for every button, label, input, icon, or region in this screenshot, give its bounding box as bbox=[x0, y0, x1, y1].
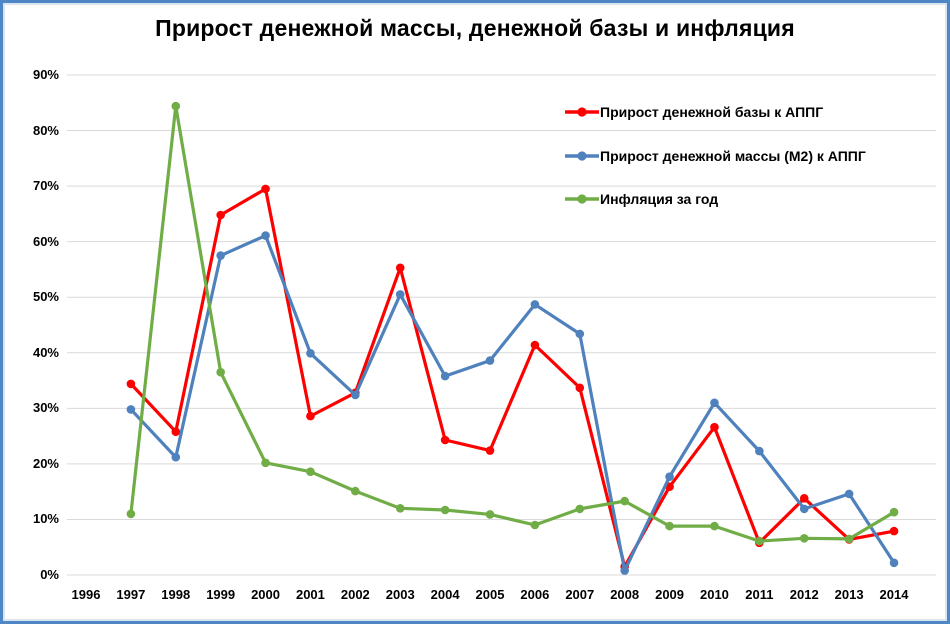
data-point-m2-growth bbox=[171, 452, 181, 462]
y-axis-tick-label: 10% bbox=[32, 511, 59, 527]
data-point-m2-growth bbox=[575, 329, 585, 339]
x-axis-tick-label: 2000 bbox=[251, 587, 280, 602]
series-line-inflation bbox=[129, 104, 895, 543]
data-point-inflation bbox=[351, 486, 360, 496]
legend-line-marker-icon bbox=[565, 194, 599, 204]
x-axis-tick-label: 2001 bbox=[295, 587, 325, 602]
x-axis-tick-label: 2003 bbox=[385, 587, 415, 602]
data-point-m2-growth bbox=[440, 371, 450, 381]
data-point-base-growth bbox=[530, 340, 540, 350]
x-axis-tick-label: 1999 bbox=[206, 587, 236, 602]
legend-line-marker-icon bbox=[565, 107, 599, 117]
x-axis-tick-label: 2014 bbox=[879, 587, 909, 602]
x-axis-tick-label: 2013 bbox=[834, 587, 864, 602]
data-point-m2-growth bbox=[620, 566, 629, 575]
data-point-base-growth bbox=[395, 263, 405, 273]
x-axis-tick-label: 2005 bbox=[475, 587, 505, 602]
data-point-inflation bbox=[755, 536, 764, 546]
x-axis-tick-label: 1998 bbox=[161, 587, 191, 602]
data-point-base-growth bbox=[306, 411, 315, 421]
y-axis-tick-label: 0% bbox=[40, 567, 59, 582]
chart-plot-svg bbox=[67, 74, 936, 576]
x-axis-tick-label: 2007 bbox=[565, 587, 595, 602]
data-point-base-growth bbox=[799, 494, 809, 503]
y-axis-tick-label: 60% bbox=[32, 233, 59, 249]
x-axis-tick-label: 2011 bbox=[745, 587, 774, 602]
data-point-inflation bbox=[126, 509, 136, 519]
data-point-base-growth bbox=[710, 422, 719, 432]
legend-label-inflation: Инфляция за год bbox=[600, 191, 719, 207]
data-point-inflation bbox=[575, 504, 585, 514]
data-point-inflation bbox=[171, 101, 181, 111]
legend-item-m2-growth: Прирост денежной массы (М2) к АППГ bbox=[564, 147, 870, 165]
x-axis-tick-label: 1997 bbox=[116, 587, 146, 602]
data-point-base-growth bbox=[126, 379, 136, 389]
y-axis-tick-label: 80% bbox=[32, 122, 59, 138]
data-point-inflation bbox=[665, 521, 674, 531]
data-point-inflation bbox=[889, 507, 899, 517]
data-point-base-growth bbox=[171, 427, 181, 436]
data-point-base-growth bbox=[440, 435, 450, 445]
data-point-base-growth bbox=[261, 184, 270, 194]
data-point-m2-growth bbox=[306, 349, 315, 358]
data-point-m2-growth bbox=[889, 558, 899, 568]
data-point-inflation bbox=[799, 534, 809, 543]
x-axis-tick-label: 2006 bbox=[520, 587, 550, 602]
x-axis-tick-label: 1996 bbox=[71, 587, 101, 602]
data-point-inflation bbox=[844, 534, 854, 544]
y-axis-tick-label: 20% bbox=[32, 455, 59, 471]
y-axis-tick-label: 40% bbox=[32, 344, 59, 360]
legend-item-inflation: Инфляция за год bbox=[564, 190, 723, 208]
legend-line-marker-icon bbox=[565, 151, 599, 161]
x-axis-tick-label: 2009 bbox=[655, 587, 685, 602]
y-axis-tick-label: 90% bbox=[32, 67, 59, 82]
data-point-inflation bbox=[306, 467, 315, 476]
legend-item-base-growth: Прирост денежной базы к АППГ bbox=[564, 103, 828, 121]
data-point-inflation bbox=[395, 504, 405, 513]
data-point-m2-growth bbox=[665, 472, 674, 481]
data-point-m2-growth bbox=[395, 290, 405, 299]
data-point-m2-growth bbox=[485, 356, 495, 365]
data-point-m2-growth bbox=[216, 251, 225, 260]
x-axis-tick-label: 2012 bbox=[789, 587, 819, 602]
data-point-base-growth bbox=[889, 526, 899, 536]
data-point-m2-growth bbox=[530, 300, 540, 309]
data-point-m2-growth bbox=[755, 446, 764, 456]
data-point-m2-growth bbox=[844, 489, 854, 499]
data-point-inflation bbox=[620, 496, 629, 506]
series-line-base-growth bbox=[129, 187, 895, 569]
data-point-m2-growth bbox=[261, 231, 270, 240]
data-point-base-growth bbox=[575, 383, 585, 393]
data-point-inflation bbox=[261, 458, 270, 468]
x-axis-tick-label: 2004 bbox=[430, 587, 460, 602]
legend-label-base-growth: Прирост денежной базы к АППГ bbox=[600, 104, 824, 120]
data-point-m2-growth bbox=[351, 390, 360, 400]
data-point-base-growth bbox=[485, 446, 495, 455]
data-point-inflation bbox=[440, 505, 450, 515]
data-point-inflation bbox=[530, 520, 540, 530]
chart-title: Прирост денежной массы, денежной базы и … bbox=[155, 15, 795, 41]
data-point-m2-growth bbox=[126, 405, 136, 414]
x-axis-tick-label: 2010 bbox=[699, 587, 729, 602]
data-point-inflation bbox=[710, 521, 719, 531]
series-line-m2-growth bbox=[129, 233, 896, 573]
data-point-m2-growth bbox=[710, 398, 719, 408]
x-axis-tick-label: 2008 bbox=[610, 587, 640, 602]
data-point-base-growth bbox=[216, 210, 225, 220]
y-axis-tick-label: 30% bbox=[32, 400, 59, 416]
data-point-inflation bbox=[485, 510, 495, 519]
x-axis-tick-label: 2002 bbox=[340, 587, 370, 602]
data-point-m2-growth bbox=[799, 504, 809, 514]
y-axis-tick-label: 70% bbox=[32, 178, 59, 194]
y-axis-tick-label: 50% bbox=[32, 289, 59, 305]
data-point-inflation bbox=[216, 367, 225, 377]
legend-label-m2-growth: Прирост денежной массы (М2) к АППГ bbox=[600, 148, 866, 164]
